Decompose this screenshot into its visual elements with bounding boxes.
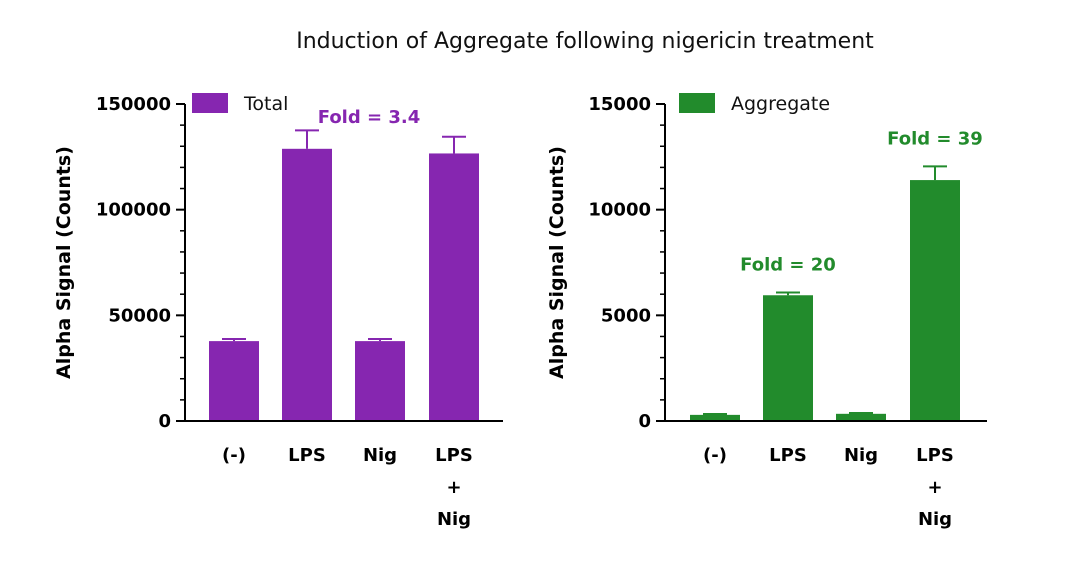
aggregate-x-tick-label-3: + bbox=[927, 477, 942, 498]
total-bar-3 bbox=[429, 153, 479, 421]
total-x-tick-label-0: (-) bbox=[222, 445, 246, 466]
aggregate-y-tick-label-2: 10000 bbox=[588, 200, 651, 221]
total-bar-0 bbox=[209, 341, 259, 421]
total-x-tick-label-3: + bbox=[446, 477, 461, 498]
total-y-tick-label-3: 150000 bbox=[96, 94, 171, 115]
aggregate-legend-label: Aggregate bbox=[731, 93, 830, 115]
aggregate-bar-0 bbox=[690, 414, 740, 421]
aggregate-y-tick-label-0: 0 bbox=[638, 411, 651, 432]
aggregate-bar-1 bbox=[763, 295, 813, 421]
total-bar-2 bbox=[355, 341, 405, 421]
aggregate-bar-3 bbox=[910, 180, 960, 421]
aggregate-y-tick-label-3: 15000 bbox=[588, 94, 651, 115]
total-legend-swatch bbox=[192, 93, 228, 113]
total-x-tick-label-1: LPS bbox=[288, 445, 326, 466]
aggregate-x-tick-label-0: (-) bbox=[703, 445, 727, 466]
aggregate-legend-swatch bbox=[679, 93, 715, 113]
aggregate-x-tick-label-2: Nig bbox=[844, 445, 878, 466]
total-legend-label: Total bbox=[243, 93, 288, 115]
total-y-axis-label: Alpha Signal (Counts) bbox=[53, 146, 75, 379]
total-bar-1 bbox=[282, 148, 332, 421]
total-y-tick-label-1: 50000 bbox=[108, 305, 171, 326]
aggregate-chart-panel: 0 5000 10000 15000 (-) LPS Nig LPS + Nig Alpha Sig… bbox=[546, 93, 987, 530]
total-x-tick-label-3: Nig bbox=[437, 509, 471, 530]
total-x-tick-label-3: LPS bbox=[435, 445, 473, 466]
aggregate-x-tick-label-3: LPS bbox=[916, 445, 954, 466]
aggregate-fold-annotation-0: Fold = 20 bbox=[740, 255, 836, 276]
total-y-tick-label-0: 0 bbox=[158, 411, 171, 432]
figure-title: Induction of Aggregate following nigeric… bbox=[296, 29, 874, 54]
aggregate-x-tick-label-1: LPS bbox=[769, 445, 807, 466]
aggregate-bar-2 bbox=[836, 413, 886, 421]
total-chart-panel: 0 50000 100000 150000 (-) LPS Nig LPS + Nig Alpha … bbox=[53, 93, 503, 530]
aggregate-x-tick-label-3: Nig bbox=[918, 509, 952, 530]
total-fold-annotation-0: Fold = 3.4 bbox=[318, 107, 421, 128]
total-x-tick-label-2: Nig bbox=[363, 445, 397, 466]
aggregate-fold-annotation-1: Fold = 39 bbox=[887, 128, 983, 149]
total-y-tick-label-2: 100000 bbox=[96, 200, 171, 221]
aggregate-y-tick-label-1: 5000 bbox=[601, 305, 651, 326]
aggregate-y-axis-label: Alpha Signal (Counts) bbox=[546, 146, 568, 379]
